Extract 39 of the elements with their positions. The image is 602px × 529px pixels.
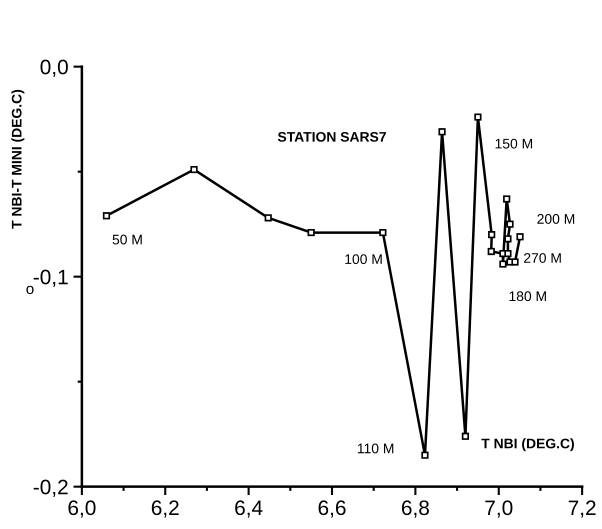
point	[504, 235, 512, 242]
point	[102, 212, 110, 220]
point	[308, 228, 315, 236]
point	[421, 452, 429, 459]
point	[190, 166, 198, 174]
point	[499, 260, 507, 268]
point	[504, 250, 512, 258]
annotation: 200 M	[537, 214, 574, 224]
x-tick-label: 6,8	[402, 500, 429, 518]
point	[264, 214, 272, 222]
text: o	[26, 286, 34, 294]
point	[462, 432, 470, 440]
y-tick-label: 0,0	[40, 60, 68, 77]
y-axis-title: T NBI-T MINI (DEG.C)	[11, 90, 24, 229]
point	[506, 220, 514, 228]
y-tick-label: -0,2	[34, 480, 68, 497]
x-tick-label: 6,4	[235, 500, 262, 518]
x-axis-title: T NBI (DEG.C)	[481, 438, 574, 452]
point	[503, 195, 510, 203]
point	[488, 231, 496, 238]
x-tick-label: 7,0	[485, 500, 512, 518]
annotation: 100 M	[345, 254, 382, 264]
annotation: 110 M	[358, 444, 394, 454]
annotation: 180 M	[510, 291, 546, 302]
y-tick-label: -0,1	[34, 270, 68, 287]
x-tick-label: 7,2	[568, 500, 596, 518]
annotation: 270 M	[524, 253, 561, 263]
point	[516, 233, 524, 240]
x-tick-label: 6,2	[152, 500, 179, 518]
annotation: 50 M	[112, 234, 142, 244]
annotation: 150 M	[496, 138, 532, 149]
text: STATION SARS7	[278, 132, 386, 142]
point	[379, 228, 386, 236]
point	[488, 248, 495, 256]
point	[511, 258, 519, 266]
x-tick-label: 6,6	[318, 500, 346, 518]
point	[474, 113, 482, 121]
x-tick-label: 6,0	[68, 500, 96, 518]
point	[438, 128, 446, 136]
